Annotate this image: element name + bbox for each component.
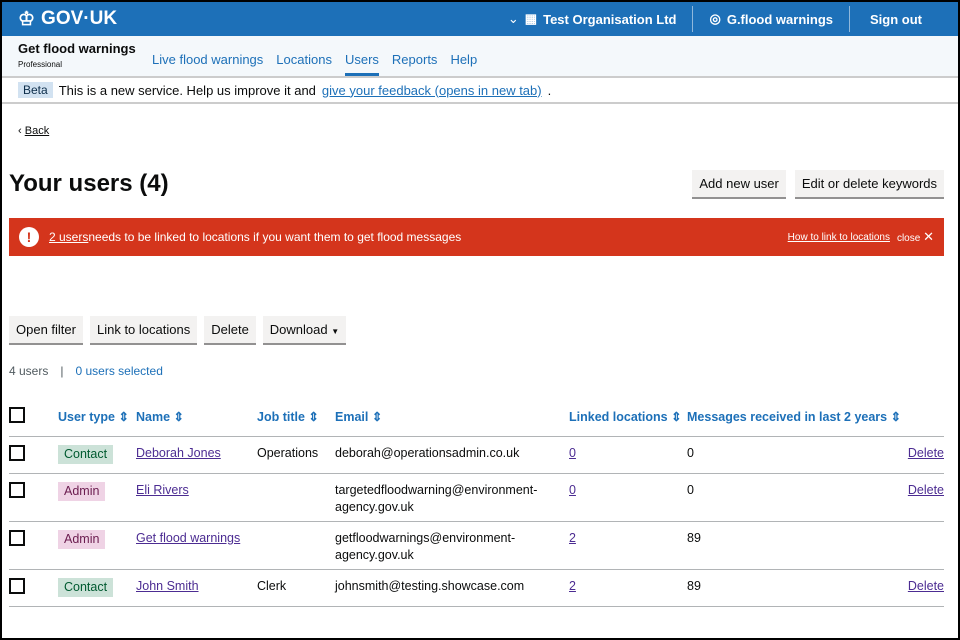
table-row: Contact John Smith Clerk johnsmith@testi… <box>9 569 944 607</box>
user-name-link[interactable]: Get flood warnings <box>136 530 241 545</box>
row-checkbox[interactable] <box>9 444 25 461</box>
page-title: Your users (4) <box>9 170 169 197</box>
sort-linked-locations[interactable]: Linked locations ⇕ <box>569 398 687 437</box>
messages-count: 0 <box>687 436 904 474</box>
download-button[interactable]: Download ▼ <box>262 316 347 343</box>
messages-count: 89 <box>687 521 904 570</box>
sort-messages[interactable]: Messages received in last 2 years ⇕ <box>687 398 904 437</box>
nav-help[interactable]: Help <box>450 52 478 67</box>
email: getfloodwarnings@environment-agency.gov.… <box>335 521 569 570</box>
close-button[interactable]: close ✕ <box>896 229 934 244</box>
warning-icon: ! <box>19 227 39 247</box>
table-row: Admin Eli Rivers targetedfloodwarning@en… <box>9 473 944 522</box>
service-navigation: Get flood warnings Professional Live floo… <box>2 36 958 78</box>
phase-banner: Beta This is a new service. Help us impr… <box>2 78 958 104</box>
nav-live-flood-warnings[interactable]: Live flood warnings <box>152 52 264 67</box>
row-checkbox[interactable] <box>9 481 25 498</box>
organisation-switcher[interactable]: ⌄ ▦ Test Organisation Ltd <box>507 11 677 27</box>
linked-locations-link[interactable]: 0 <box>569 445 576 460</box>
sort-user-type[interactable]: User type ⇕ <box>58 398 136 437</box>
user-type-tag: Contact <box>58 577 114 597</box>
account-link[interactable]: ◎ G.flood warnings <box>692 6 849 32</box>
selected-count: 0 users selected <box>75 364 163 378</box>
sort-name[interactable]: Name ⇕ <box>136 398 257 437</box>
add-new-user-button[interactable]: Add new user <box>692 170 786 197</box>
chevron-down-icon: ⌄ <box>507 11 519 26</box>
email: targetedfloodwarning@environment-agency.… <box>335 473 569 522</box>
user-name-link[interactable]: Deborah Jones <box>136 445 221 460</box>
back-link[interactable]: ‹ Back <box>18 125 50 137</box>
nav-reports[interactable]: Reports <box>391 52 438 67</box>
linked-locations-link[interactable]: 2 <box>569 530 576 545</box>
row-checkbox[interactable] <box>9 529 25 546</box>
close-icon: ✕ <box>923 229 934 244</box>
user-type-tag: Contact <box>58 444 114 464</box>
caret-down-icon: ▼ <box>331 327 340 336</box>
delete-user-link[interactable]: Delete <box>907 482 944 497</box>
user-name-link[interactable]: John Smith <box>136 578 199 593</box>
sign-out-link[interactable]: Sign out <box>849 6 958 32</box>
messages-count: 0 <box>687 473 904 522</box>
sort-job-title[interactable]: Job title ⇕ <box>257 398 335 437</box>
user-count: 4 users <box>9 364 49 378</box>
email: deborah@operationsadmin.co.uk <box>335 436 569 474</box>
row-checkbox[interactable] <box>9 577 25 594</box>
user-type-tag: Admin <box>58 529 106 549</box>
delete-user-link[interactable]: Delete <box>907 578 944 593</box>
beta-tag: Beta <box>18 82 53 98</box>
users-table: User type ⇕ Name ⇕ Job title ⇕ Email ⇕ L… <box>9 398 944 607</box>
user-type-tag: Admin <box>58 481 106 501</box>
table-row: Admin Get flood warnings getfloodwarning… <box>9 521 944 570</box>
nav-users[interactable]: Users <box>344 52 379 76</box>
job-title: Operations <box>257 436 335 474</box>
service-name[interactable]: Get flood warnings <box>18 41 136 56</box>
link-to-locations-button[interactable]: Link to locations <box>89 316 198 343</box>
linked-locations-link[interactable]: 0 <box>569 482 576 497</box>
sort-email[interactable]: Email ⇕ <box>335 398 569 437</box>
job-title: Clerk <box>257 569 335 607</box>
chevron-left-icon: ‹ <box>18 125 25 137</box>
nav-locations[interactable]: Locations <box>276 52 332 67</box>
users-alert-link[interactable]: 2 users <box>49 230 89 244</box>
select-all-checkbox[interactable] <box>9 407 25 424</box>
user-icon: ◎ <box>709 11 721 26</box>
crown-icon: ♔ <box>18 8 36 30</box>
building-icon: ▦ <box>524 11 538 26</box>
how-to-link-link[interactable]: How to link to locations <box>787 231 890 243</box>
messages-count: 89 <box>687 569 904 607</box>
user-name-link[interactable]: Eli Rivers <box>136 482 189 497</box>
job-title <box>257 521 335 570</box>
job-title <box>257 473 335 522</box>
alert-banner: ! 2 users needs to be linked to location… <box>9 218 944 256</box>
linked-locations-link[interactable]: 2 <box>569 578 576 593</box>
table-row: Contact Deborah Jones Operations deborah… <box>9 436 944 474</box>
delete-user-link[interactable]: Delete <box>907 445 944 460</box>
govuk-logo[interactable]: ♔ GOV·UK <box>18 8 118 30</box>
open-filter-button[interactable]: Open filter <box>9 316 83 343</box>
edit-keywords-button[interactable]: Edit or delete keywords <box>794 170 944 197</box>
service-subtitle: Professional <box>18 60 63 69</box>
header: ♔ GOV·UK ⌄ ▦ Test Organisation Ltd ◎ G.flood… <box>2 2 958 36</box>
feedback-link[interactable]: give your feedback (opens in new tab) <box>321 82 542 98</box>
delete-button[interactable]: Delete <box>204 316 256 343</box>
email: johnsmith@testing.showcase.com <box>335 569 569 607</box>
